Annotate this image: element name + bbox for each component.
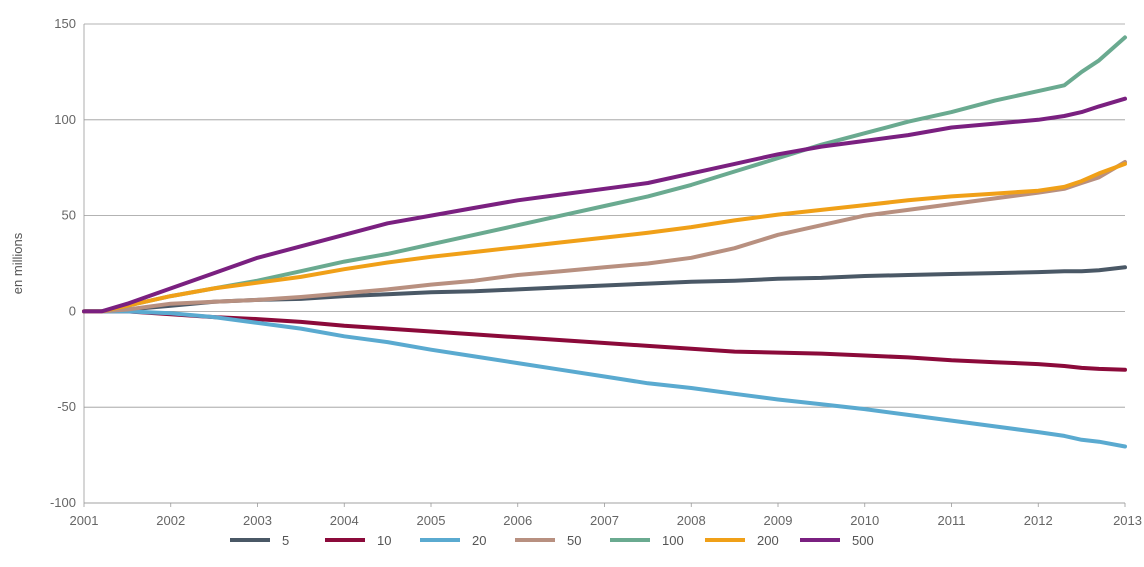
y-tick-label: 0	[69, 303, 76, 318]
legend-label: 10	[377, 533, 391, 548]
x-tick-label: 2004	[330, 513, 359, 528]
x-tick-label: 2009	[764, 513, 793, 528]
series-line-100	[82, 35, 1127, 314]
x-tick-label: 2001	[70, 513, 99, 528]
x-tick-label: 2002	[156, 513, 185, 528]
y-tick-label: 50	[62, 208, 76, 223]
y-axis-label: en millions	[10, 232, 25, 294]
legend: 5 10 20 50 100 200 500	[230, 533, 874, 548]
legend-label: 200	[757, 533, 779, 548]
x-tick-label: 2008	[677, 513, 706, 528]
legend-label: 500	[852, 533, 874, 548]
x-tick-labels: 2001 2002 2003 2004 2005 2006 2007 2008 2009 2010…	[70, 503, 1142, 528]
series-line-5	[82, 265, 1127, 314]
series-lines	[82, 35, 1127, 449]
y-tick-label: -50	[57, 399, 76, 414]
y-tick-labels: 150 100 50 0 -50 -100	[50, 16, 76, 510]
series-line-500	[82, 96, 1127, 314]
x-tick-label: 2003	[243, 513, 272, 528]
x-tick-label: 2013	[1113, 513, 1142, 528]
legend-label: 5	[282, 533, 289, 548]
y-tick-label: 150	[54, 16, 76, 31]
x-tick-label: 2010	[850, 513, 879, 528]
x-tick-label: 2006	[503, 513, 532, 528]
y-tick-label: 100	[54, 112, 76, 127]
series-line-200	[82, 161, 1127, 314]
x-tick-label: 2011	[938, 513, 966, 528]
series-line-20	[82, 309, 1127, 449]
x-tick-label: 2007	[590, 513, 619, 528]
x-tick-label: 2005	[417, 513, 446, 528]
legend-label: 50	[567, 533, 581, 548]
legend-label: 100	[662, 533, 684, 548]
x-tick-label: 2012	[1024, 513, 1053, 528]
series-line-50	[82, 160, 1127, 314]
legend-label: 20	[472, 533, 486, 548]
y-tick-label: -100	[50, 495, 76, 510]
